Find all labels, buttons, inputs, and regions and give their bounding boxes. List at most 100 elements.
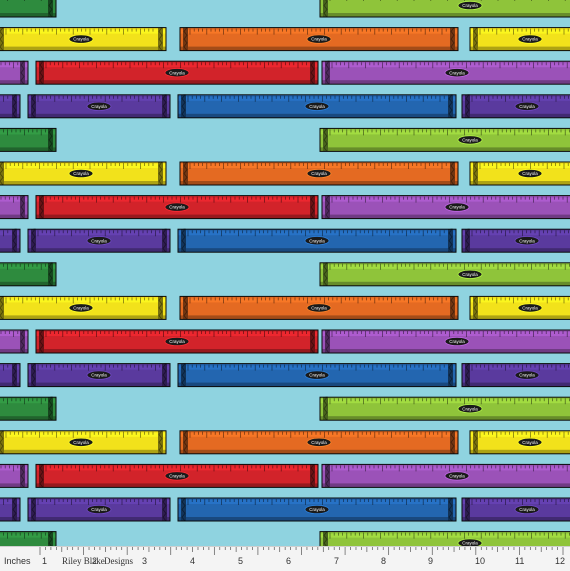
crayon bbox=[0, 497, 21, 522]
crayon-label: Crayola bbox=[309, 104, 325, 109]
crayon bbox=[0, 195, 29, 220]
crayon-label: Crayola bbox=[522, 37, 538, 42]
crayon-label: Crayola bbox=[91, 507, 107, 512]
crayon: Crayola bbox=[461, 497, 570, 522]
crayon-label: Crayola bbox=[522, 440, 538, 445]
crayon-label: Crayola bbox=[449, 339, 465, 344]
crayon: Crayola bbox=[27, 228, 171, 253]
crayon: Crayola bbox=[0, 396, 57, 421]
crayon-label: Crayola bbox=[169, 474, 185, 479]
crayon: Crayola bbox=[321, 329, 570, 354]
crayon-label: Crayola bbox=[519, 104, 535, 109]
selvage-units-label: Inches bbox=[4, 556, 31, 566]
crayon: Crayola bbox=[321, 195, 570, 220]
crayon bbox=[0, 329, 29, 354]
crayon: Crayola bbox=[177, 363, 457, 388]
selvage-number: 10 bbox=[475, 556, 486, 566]
crayon-label: Crayola bbox=[91, 238, 107, 243]
selvage-number: 8 bbox=[381, 556, 387, 566]
crayon-label: Crayola bbox=[522, 171, 538, 176]
crayon-label: Crayola bbox=[462, 272, 478, 277]
crayon: Crayola bbox=[319, 396, 570, 421]
selvage-number: 3 bbox=[142, 556, 148, 566]
crayon: Crayola bbox=[177, 228, 457, 253]
crayon: Crayola bbox=[177, 94, 457, 119]
crayon: Crayola bbox=[0, 295, 167, 320]
crayon: Crayola bbox=[179, 430, 459, 455]
selvage-number: 4 bbox=[190, 556, 196, 566]
crayon: Crayola bbox=[319, 531, 570, 546]
crayon-label: Crayola bbox=[169, 205, 185, 210]
crayon: Crayola bbox=[469, 161, 570, 186]
crayon-label: Crayola bbox=[519, 507, 535, 512]
crayon: Crayola bbox=[179, 27, 459, 52]
crayon-label: Crayola bbox=[309, 238, 325, 243]
crayon-label: Crayola bbox=[462, 138, 478, 143]
selvage-number: 7 bbox=[334, 556, 340, 566]
crayon: Crayola bbox=[321, 60, 570, 85]
crayon: Crayola bbox=[319, 262, 570, 287]
crayon-label: Crayola bbox=[309, 507, 325, 512]
crayon-label: Crayola bbox=[73, 306, 89, 311]
crayon-label: Crayola bbox=[311, 440, 327, 445]
crayon-label: Crayola bbox=[462, 541, 478, 546]
crayon: Crayola bbox=[0, 127, 57, 152]
crayon-label: Crayola bbox=[311, 37, 327, 42]
crayon-fabric-print: Crayola Crayola Crayola Crayola Crayola Crayo… bbox=[0, 0, 570, 546]
crayon-label: Crayola bbox=[309, 373, 325, 378]
crayon: Crayola bbox=[469, 27, 570, 52]
crayon: Crayola bbox=[35, 329, 319, 354]
selvage-brand-right: Designs bbox=[104, 556, 133, 566]
selvage-number: 5 bbox=[238, 556, 244, 566]
selvage-ruler: Inches Riley Blake Designs 1 2 3 4 5 6 7… bbox=[0, 546, 570, 571]
crayon: Crayola bbox=[461, 228, 570, 253]
crayon: Crayola bbox=[319, 127, 570, 152]
crayon: Crayola bbox=[321, 463, 570, 488]
crayon-label: Crayola bbox=[449, 474, 465, 479]
crayon bbox=[0, 363, 21, 388]
crayon-label: Crayola bbox=[169, 70, 185, 75]
crayon-label: Crayola bbox=[73, 440, 89, 445]
crayon bbox=[0, 463, 29, 488]
selvage-number: 1 bbox=[42, 556, 48, 566]
crayon-pattern: Crayola Crayola Crayola Crayola Crayola Crayo… bbox=[0, 0, 570, 546]
crayon-label: Crayola bbox=[462, 406, 478, 411]
crayon bbox=[0, 60, 29, 85]
crayon-label: Crayola bbox=[73, 37, 89, 42]
crayon: Crayola bbox=[35, 60, 319, 85]
crayon-label: Crayola bbox=[462, 3, 478, 8]
crayon-label: Crayola bbox=[519, 238, 535, 243]
crayon: Crayola bbox=[0, 161, 167, 186]
crayon: Crayola bbox=[0, 262, 57, 287]
crayon bbox=[0, 94, 21, 119]
crayon: Crayola bbox=[461, 363, 570, 388]
crayon: Crayola bbox=[27, 363, 171, 388]
crayon: Crayola bbox=[469, 430, 570, 455]
crayon: Crayola bbox=[0, 531, 57, 546]
crayon-label: Crayola bbox=[169, 339, 185, 344]
crayon-label: Crayola bbox=[91, 104, 107, 109]
selvage-number: 9 bbox=[428, 556, 434, 566]
crayon-label: Crayola bbox=[73, 171, 89, 176]
crayon-label: Crayola bbox=[449, 70, 465, 75]
crayon bbox=[0, 228, 21, 253]
crayon: Crayola bbox=[27, 497, 171, 522]
crayon: Crayola bbox=[27, 94, 171, 119]
crayon-label: Crayola bbox=[519, 373, 535, 378]
crayon-label: Crayola bbox=[91, 373, 107, 378]
crayon: Crayola bbox=[179, 161, 459, 186]
crayon: Crayola bbox=[35, 463, 319, 488]
selvage-brand-left: Riley Blake bbox=[62, 556, 105, 566]
crayon: Crayola bbox=[319, 0, 570, 18]
crayon: Crayola bbox=[35, 195, 319, 220]
crayon-label: Crayola bbox=[311, 306, 327, 311]
selvage-number: 6 bbox=[286, 556, 292, 566]
crayon-label: Crayola bbox=[311, 171, 327, 176]
selvage-number: 12 bbox=[555, 556, 566, 566]
crayon-label: Crayola bbox=[449, 205, 465, 210]
crayon: Crayola bbox=[177, 497, 457, 522]
crayon: Crayola bbox=[0, 0, 57, 18]
crayon: Crayola bbox=[179, 295, 459, 320]
selvage-ticks bbox=[39, 547, 564, 555]
crayon: Crayola bbox=[0, 27, 167, 52]
